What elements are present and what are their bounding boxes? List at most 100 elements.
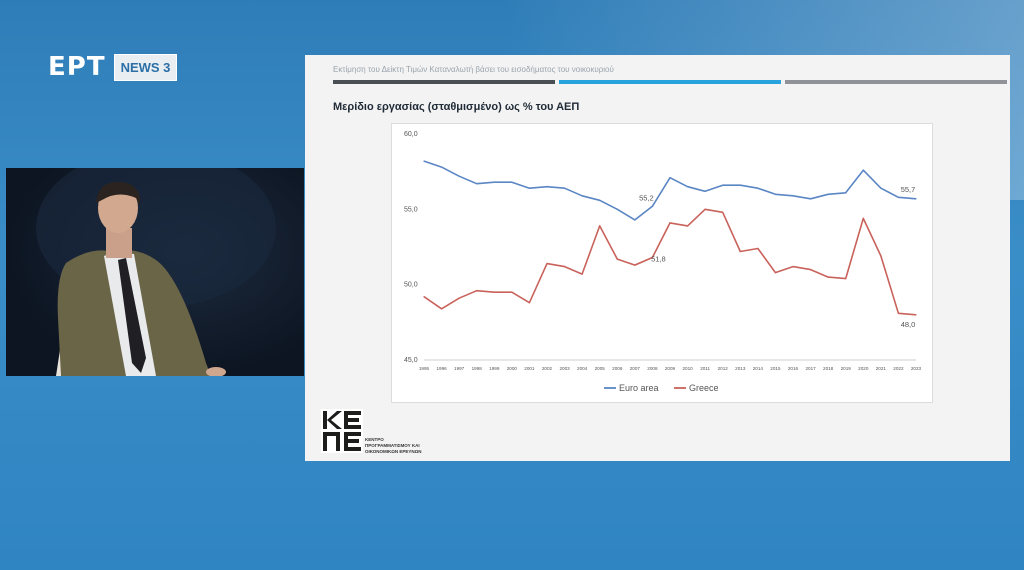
data-point [581,273,583,275]
y-tick-label: 60,0 [404,131,418,138]
data-point [599,225,601,227]
y-tick-label: 50,0 [404,282,418,289]
data-point [704,208,706,210]
data-point [809,198,812,200]
data-point [686,225,689,227]
data-point [651,256,654,259]
y-tick-label: 45,0 [404,357,418,364]
data-label: 51,8 [651,255,666,264]
data-point [915,314,917,316]
data-point [880,187,882,189]
data-point [809,269,812,271]
x-tick-label: 1999 [489,366,500,371]
x-tick-label: 2001 [524,366,535,371]
data-point [722,211,724,213]
data-point [440,166,443,168]
x-tick-label: 2018 [823,366,834,371]
x-tick-label: 2000 [507,366,518,371]
data-point [511,291,513,293]
presentation-slide: Εκτίμηση του Δείκτη Τιμών Καταναλωτή βάσ… [305,55,1010,461]
speaker-figure [36,168,276,376]
data-point [686,186,689,188]
x-tick-label: 2017 [805,366,816,371]
data-point [774,272,777,274]
data-point [704,190,706,192]
kepe-logo-icon [321,409,363,453]
data-point [792,195,794,197]
data-point [827,193,829,195]
x-tick-label: 1998 [472,366,483,371]
chart-title: Μερίδιο εργασίας (σταθμισμένο) ως % του … [333,101,580,113]
data-point [599,199,601,201]
legend-label: Greece [689,383,719,393]
slide-progress-bar-2 [559,80,781,84]
x-tick-label: 2004 [577,366,588,371]
x-tick-label: 2009 [665,366,676,371]
slide-header: Εκτίμηση του Δείκτη Τιμών Καταναλωτή βάσ… [333,65,614,74]
data-point [669,177,671,179]
institution-name-line: ΚΕΝΤΡΟ [365,437,384,442]
institution-name-line: ΟΙΚΟΝΟΜΙΚΩΝ ΕΡΕΥΝΩΝ [365,449,422,454]
data-point [897,312,900,314]
data-point [423,296,425,298]
x-tick-label: 2003 [559,366,570,371]
y-tick-label: 55,0 [404,206,418,213]
x-tick-label: 2012 [718,366,729,371]
data-label: 55,2 [639,193,654,202]
series-line-euro-area [423,160,917,221]
data-label: 55,7 [901,185,916,194]
data-point [757,187,759,189]
speaker-video [6,168,304,376]
data-point [476,290,478,292]
data-point [845,192,847,194]
data-point [827,276,829,278]
x-tick-label: 1997 [454,366,465,371]
x-tick-label: 2021 [876,366,887,371]
data-point [739,184,741,186]
data-point [563,187,566,189]
x-tick-label: 2005 [595,366,606,371]
legend-label: Euro area [619,383,659,393]
data-point [845,278,847,280]
x-tick-label: 2002 [542,366,553,371]
data-point [862,169,864,171]
data-point [616,208,618,210]
data-point [581,195,583,197]
data-point [546,262,548,265]
x-tick-label: 2019 [841,366,852,371]
chart-container: 60,0 55,0 50,0 45,0 1995 1996 1997 1998 1999 2000… [391,123,933,403]
channel-logo: ΕΡΤ NEWS 3 [48,52,178,82]
institution-logo: ΚΕΝΤΡΟ ΠΡΟΓΡΑΜΜΑΤΙΣΜΟΥ ΚΑΙ ΟΙΚΟΝΟΜΙΚΩΝ Ε… [321,409,422,458]
data-point [511,181,513,183]
data-point [880,255,882,257]
data-point [739,250,741,253]
channel-sub-badge: NEWS 3 [113,53,178,81]
data-point [897,196,900,198]
channel-logo-text: ΕΡΤ [48,52,106,82]
data-point [792,265,794,268]
x-tick-label: 1995 [419,366,430,371]
x-tick-label: 2010 [682,366,693,371]
x-tick-label: 2006 [612,366,623,371]
data-point [493,291,495,293]
data-point [669,222,671,224]
data-point [722,184,724,186]
x-tick-label: 2013 [735,366,746,371]
data-point [493,181,495,183]
institution-name-line: ΠΡΟΓΡΑΜΜΑΤΙΣΜΟΥ ΚΑΙ [365,443,420,448]
data-point [563,265,566,268]
x-tick-label: 2014 [753,366,764,371]
data-point [915,198,917,200]
data-point [458,297,460,299]
data-label: 48,0 [901,320,916,329]
data-point [528,302,531,304]
x-tick-label: 2007 [630,366,641,371]
slide-progress-bar-3 [785,80,1007,84]
data-point [528,187,531,189]
x-tick-label: 1996 [436,366,447,371]
data-point [458,175,460,177]
data-point [546,186,548,188]
data-point [634,264,636,266]
x-tick-label: 2023 [911,366,922,371]
